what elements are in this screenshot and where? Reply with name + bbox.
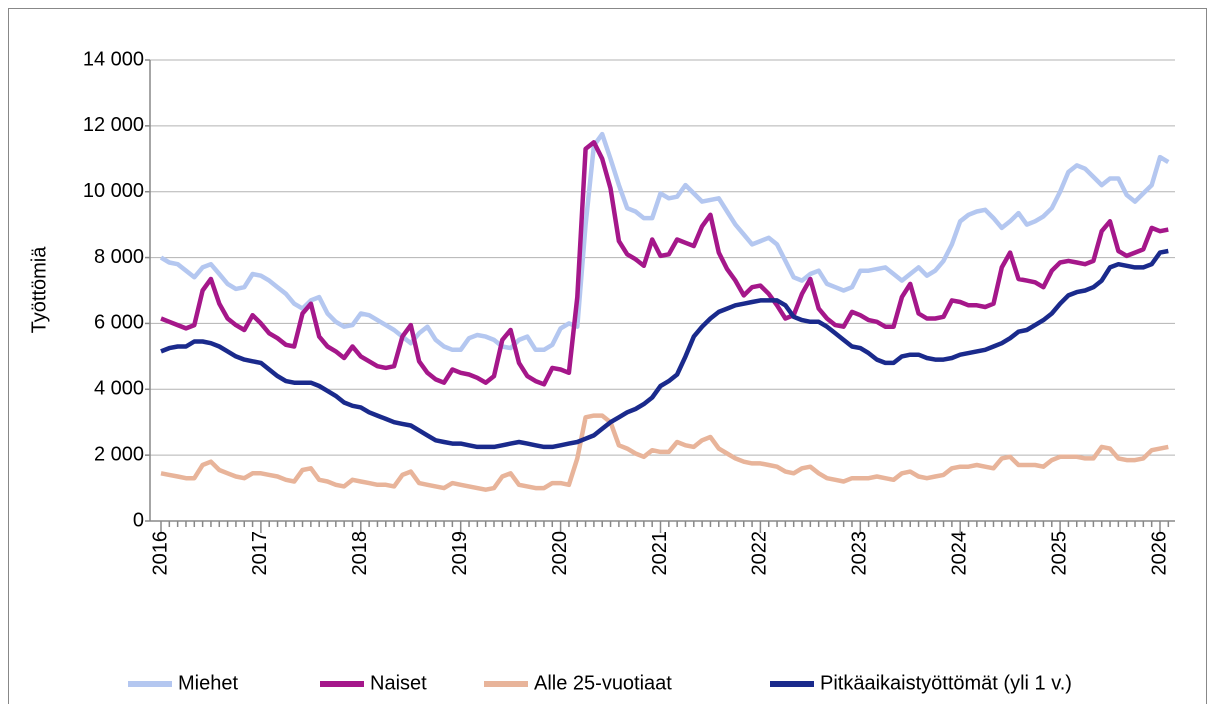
legend-label: Miehet [178,672,238,694]
chart-border [8,8,1207,704]
y-tick-label: 6 000 [94,312,144,334]
x-tick-label: 2022 [749,531,771,576]
x-tick-label: 2016 [149,531,171,576]
y-tick-label: 8 000 [94,246,144,268]
x-tick-label: 2018 [349,531,371,576]
y-tick-label: 0 [133,509,144,531]
y-tick-label: 4 000 [94,378,144,400]
x-tick-label: 2017 [249,531,271,576]
x-tick-label: 2026 [1148,531,1170,576]
legend-label: Pitkäaikaistyöttömät (yli 1 v.) [820,672,1072,694]
y-tick-label: 10 000 [83,180,144,202]
series-line [160,413,1169,492]
x-tick-label: 2025 [1048,531,1070,576]
series-line [159,131,1170,353]
legend-label: Naiset [370,672,427,694]
series-line [160,248,1169,450]
x-tick-label: 2019 [449,531,471,576]
x-tick-label: 2024 [948,531,970,576]
x-tick-label: 2020 [549,531,571,576]
y-tick-label: 2 000 [94,443,144,465]
y-tick-label: 14 000 [83,48,144,70]
y-axis-label: Työttömiä [28,246,50,334]
x-tick-label: 2023 [849,531,871,576]
y-tick-label: 12 000 [83,114,144,136]
legend-label: Alle 25-vuotiaat [534,672,672,694]
series-line [160,140,1169,387]
x-tick-label: 2021 [649,531,671,576]
